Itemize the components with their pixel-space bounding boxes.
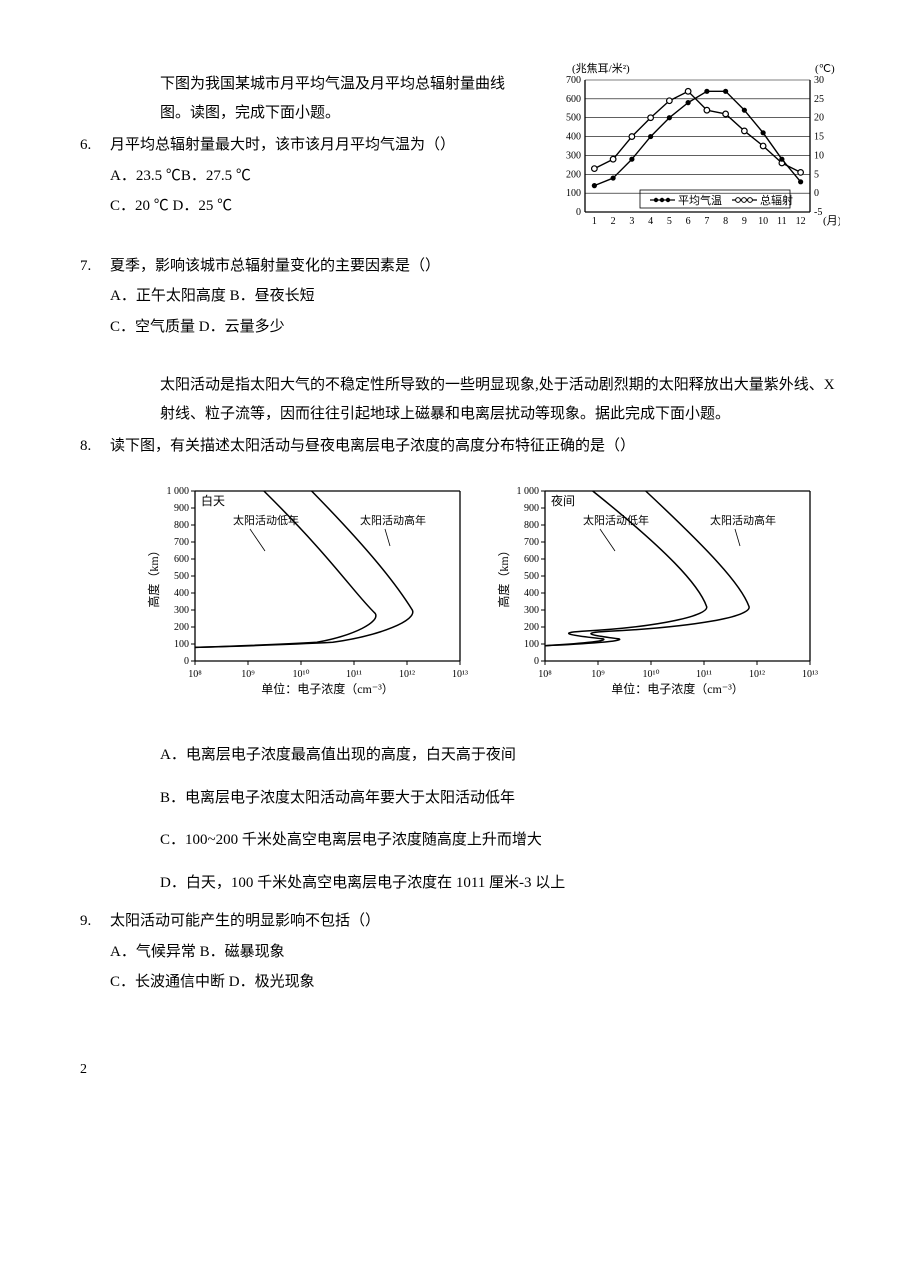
svg-text:高度（km）: 高度（km）	[496, 544, 511, 607]
svg-text:夜间: 夜间	[551, 493, 575, 508]
left-axis-unit: (兆焦耳/米²)	[572, 62, 630, 75]
option-row: A．23.5 ℃B．27.5 ℃	[110, 162, 530, 191]
svg-text:500: 500	[524, 571, 539, 582]
option-row: C．20 ℃ D．25 ℃	[110, 192, 530, 221]
question-number: 7.	[80, 252, 110, 342]
x-axis-unit: (月)	[823, 215, 840, 227]
svg-text:500: 500	[566, 113, 581, 124]
option-row: A．正午太阳高度 B．昼夜长短	[110, 282, 840, 311]
svg-text:400: 400	[524, 588, 539, 599]
svg-text:0: 0	[534, 656, 539, 667]
svg-text:1 000: 1 000	[167, 486, 190, 497]
svg-text:900: 900	[174, 503, 189, 514]
svg-text:900: 900	[524, 503, 539, 514]
svg-text:6: 6	[686, 216, 691, 227]
svg-text:10¹³: 10¹³	[452, 669, 468, 680]
svg-text:10¹²: 10¹²	[399, 669, 415, 680]
legend-rad: 总辐射	[760, 193, 793, 207]
svg-text:200: 200	[174, 622, 189, 633]
svg-text:5: 5	[814, 169, 819, 180]
svg-text:600: 600	[524, 554, 539, 565]
svg-text:10¹⁰: 10¹⁰	[642, 669, 659, 680]
page-number: 2	[80, 1057, 840, 1084]
option-d: D．白天，100 千米处高空电离层电子浓度在 1011 厘米-3 以上	[160, 869, 840, 898]
option-b: B．电离层电子浓度太阳活动高年要大于太阳活动低年	[160, 784, 840, 813]
svg-text:500: 500	[174, 571, 189, 582]
svg-text:10⁹: 10⁹	[591, 669, 605, 680]
svg-text:3: 3	[629, 216, 634, 227]
question-stem: 月平均总辐射量最大时，该市该月月平均气温为（）	[110, 131, 530, 160]
svg-text:600: 600	[174, 554, 189, 565]
svg-text:700: 700	[524, 537, 539, 548]
svg-text:太阳活动高年: 太阳活动高年	[710, 513, 776, 527]
svg-text:10⁸: 10⁸	[538, 669, 552, 680]
question-stem: 读下图，有关描述太阳活动与昼夜电离层电子浓度的高度分布特征正确的是（）	[110, 432, 840, 461]
svg-text:800: 800	[524, 520, 539, 531]
svg-text:-5: -5	[814, 207, 822, 218]
svg-text:单位：电子浓度（cm⁻³）: 单位：电子浓度（cm⁻³）	[611, 681, 744, 696]
svg-text:太阳活动低年: 太阳活动低年	[583, 513, 649, 527]
svg-text:10¹⁰: 10¹⁰	[292, 669, 309, 680]
svg-text:10¹²: 10¹²	[749, 669, 765, 680]
svg-text:0: 0	[184, 656, 189, 667]
svg-text:200: 200	[524, 622, 539, 633]
right-axis-unit: (℃)	[815, 63, 835, 75]
svg-text:1: 1	[592, 216, 597, 227]
svg-text:单位：电子浓度（cm⁻³）: 单位：电子浓度（cm⁻³）	[261, 681, 394, 696]
svg-text:高度（km）: 高度（km）	[146, 544, 161, 607]
svg-text:300: 300	[566, 150, 581, 161]
legend-temp: 平均气温	[678, 193, 722, 207]
svg-text:20: 20	[814, 113, 824, 124]
svg-text:100: 100	[566, 188, 581, 199]
svg-text:100: 100	[524, 639, 539, 650]
svg-text:30: 30	[814, 75, 824, 86]
option-row: C．空气质量 D．云量多少	[110, 313, 840, 342]
svg-text:200: 200	[566, 169, 581, 180]
svg-text:800: 800	[174, 520, 189, 531]
svg-text:0: 0	[576, 207, 581, 218]
svg-text:600: 600	[566, 94, 581, 105]
question-number: 6.	[80, 131, 110, 221]
svg-text:太阳活动低年: 太阳活动低年	[233, 513, 299, 527]
svg-text:300: 300	[174, 605, 189, 616]
svg-text:11: 11	[777, 216, 787, 227]
svg-text:0: 0	[814, 188, 819, 199]
svg-text:4: 4	[648, 216, 653, 227]
question-stem: 夏季，影响该城市总辐射量变化的主要因素是（）	[110, 252, 840, 281]
svg-text:10⁸: 10⁸	[188, 669, 202, 680]
svg-text:9: 9	[742, 216, 747, 227]
svg-text:400: 400	[174, 588, 189, 599]
svg-text:10¹¹: 10¹¹	[346, 669, 362, 680]
option-row: A．气候异常 B．磁暴现象	[110, 938, 840, 967]
question-number: 9.	[80, 907, 110, 997]
option-c: C．100~200 千米处高空电离层电子浓度随高度上升而增大	[160, 826, 840, 855]
svg-text:700: 700	[566, 75, 581, 86]
svg-text:10⁹: 10⁹	[241, 669, 255, 680]
svg-text:10: 10	[814, 150, 824, 161]
svg-text:10¹³: 10¹³	[802, 669, 818, 680]
svg-text:100: 100	[174, 639, 189, 650]
radiation-temp-chart: (兆焦耳/米²) (℃) 700600500400300200100030252…	[540, 62, 840, 248]
svg-text:400: 400	[566, 132, 581, 143]
svg-text:白天: 白天	[201, 493, 225, 508]
svg-text:8: 8	[723, 216, 728, 227]
svg-text:太阳活动高年: 太阳活动高年	[360, 513, 426, 527]
svg-text:7: 7	[704, 216, 709, 227]
svg-text:10¹¹: 10¹¹	[696, 669, 712, 680]
svg-text:700: 700	[174, 537, 189, 548]
ionosphere-charts: 1 000900800700600500400300200100010⁸10⁹1…	[140, 481, 840, 722]
question-number: 8.	[80, 432, 110, 461]
svg-text:12: 12	[796, 216, 806, 227]
svg-text:1 000: 1 000	[517, 486, 540, 497]
svg-text:5: 5	[667, 216, 672, 227]
passage-intro-2: 太阳活动是指太阳大气的不稳定性所导致的一些明显现象,处于活动剧烈期的太阳释放出大…	[160, 371, 840, 428]
svg-text:300: 300	[524, 605, 539, 616]
svg-text:2: 2	[611, 216, 616, 227]
svg-text:10: 10	[758, 216, 768, 227]
question-stem: 太阳活动可能产生的明显影响不包括（）	[110, 907, 840, 936]
option-row: C．长波通信中断 D．极光现象	[110, 968, 840, 997]
option-a: A．电离层电子浓度最高值出现的高度，白天高于夜间	[160, 741, 840, 770]
svg-text:15: 15	[814, 132, 824, 143]
svg-text:25: 25	[814, 94, 824, 105]
